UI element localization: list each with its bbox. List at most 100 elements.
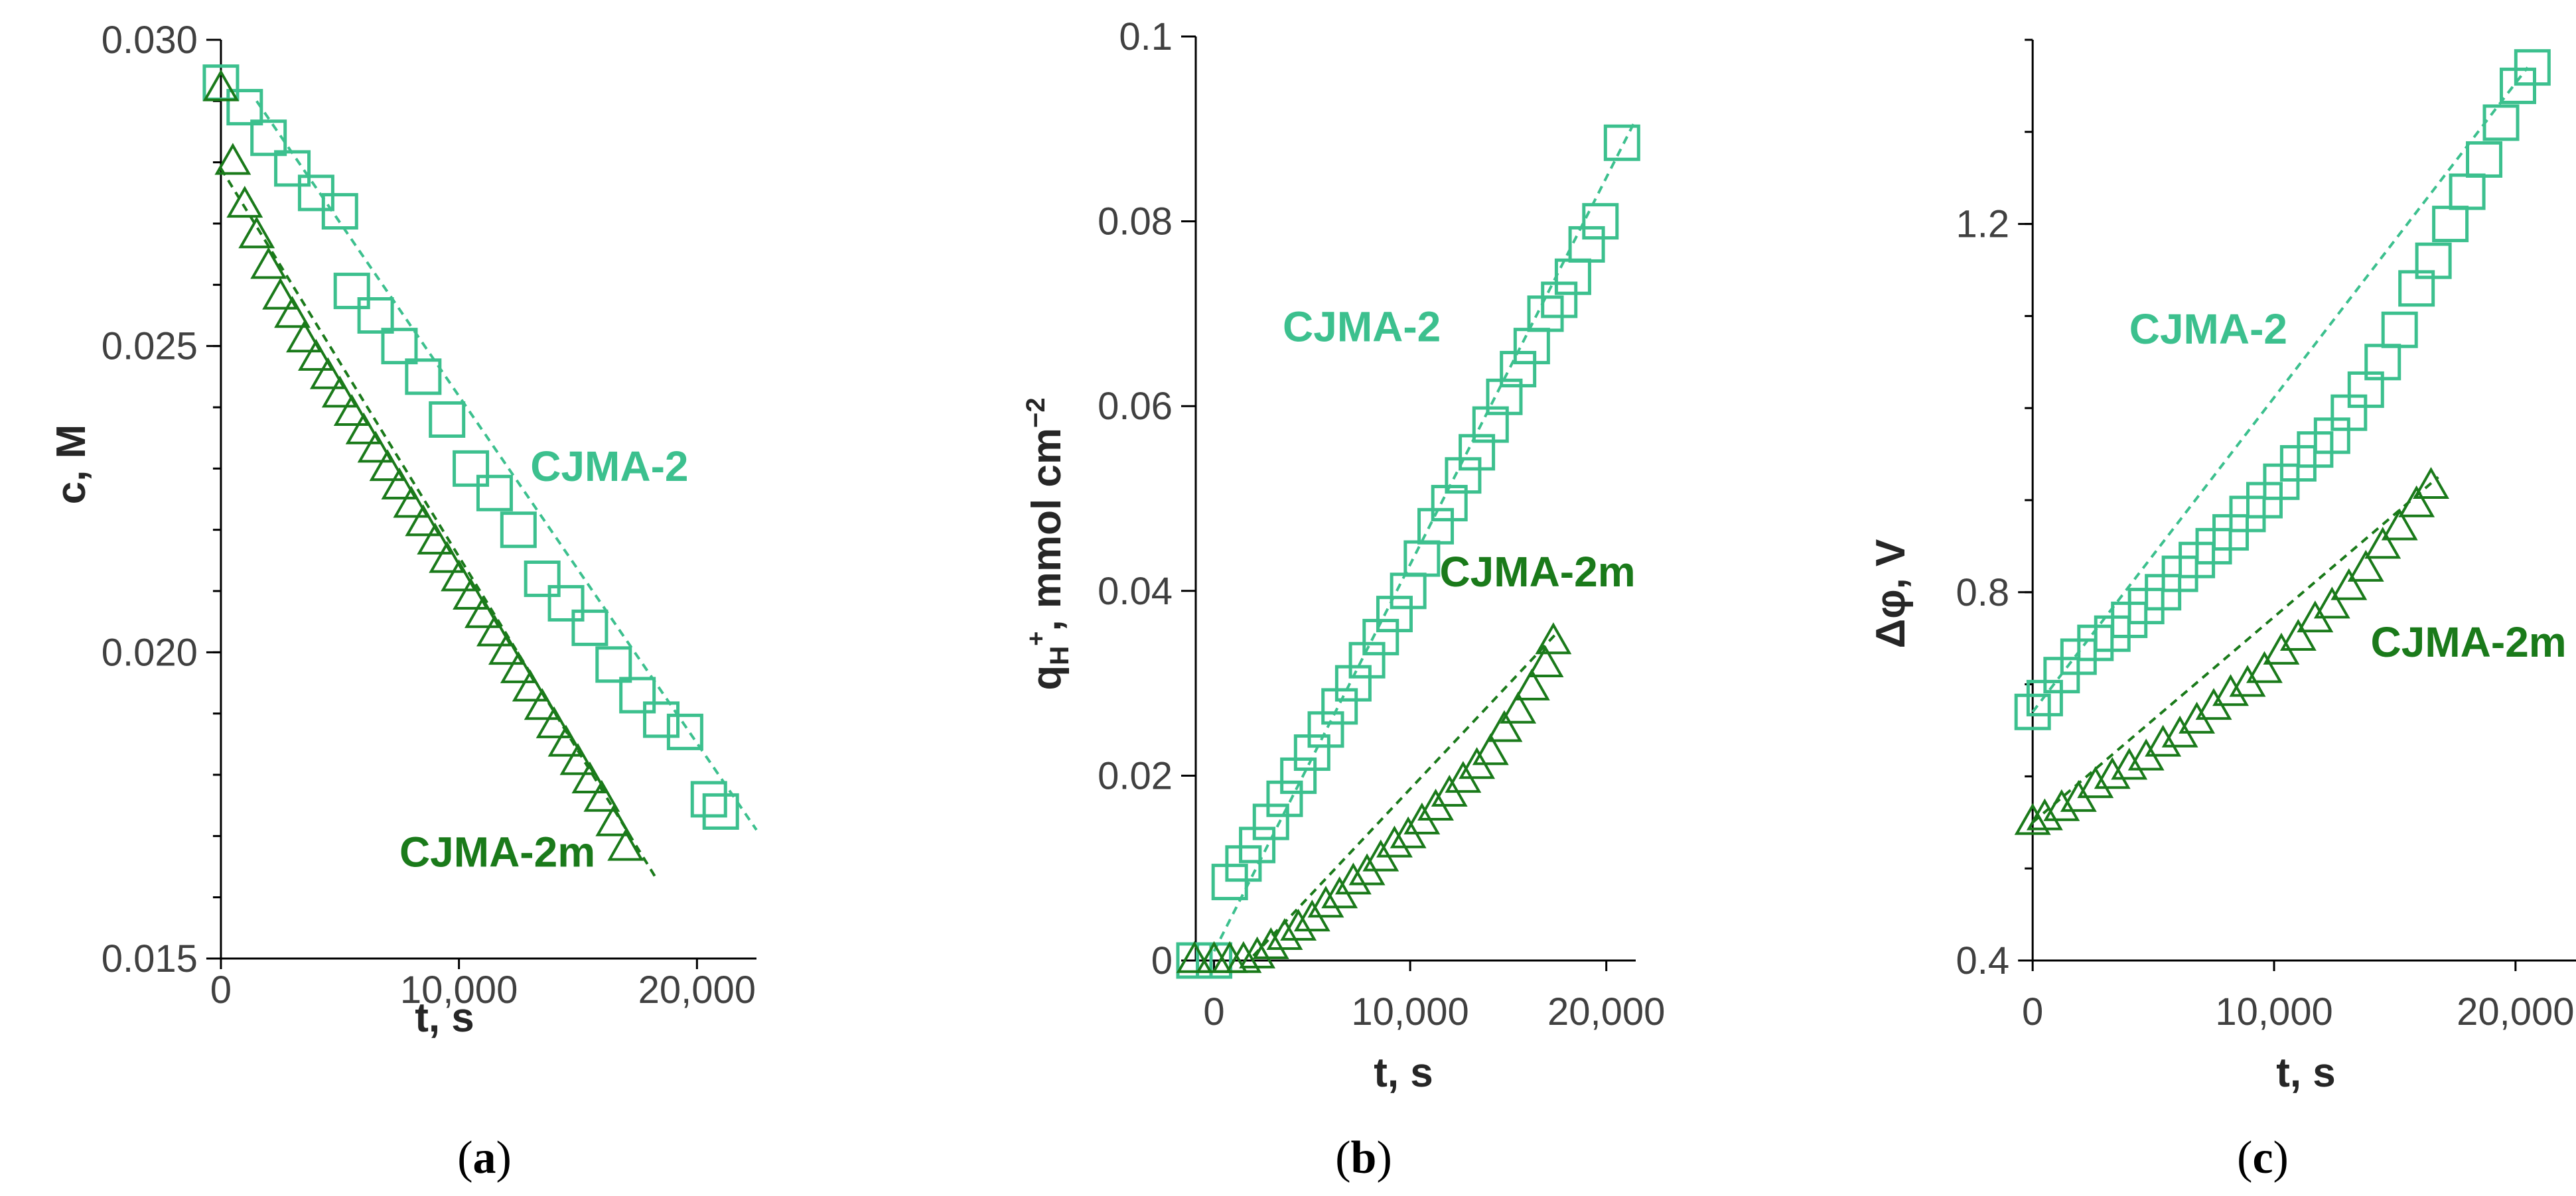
panel-a-point-cjma-2 bbox=[297, 174, 334, 212]
panel-b-point-cjma-2 bbox=[1445, 457, 1482, 494]
panel-c-point-cjma-2m bbox=[2026, 798, 2063, 831]
panel-a-point-cjma-2m bbox=[238, 216, 275, 249]
panel-a: 0.015 0.020 0.025 0.030 0 10,000 20,000 t, s c… bbox=[48, 19, 758, 1183]
panel-a-point-cjma-2m bbox=[595, 804, 632, 836]
panel-b-point-cjma-2 bbox=[1211, 864, 1248, 901]
panel-c-x-tick-label: 0 bbox=[2022, 990, 2043, 1033]
panel-c-point-cjma-2 bbox=[2466, 141, 2503, 178]
panel-a-data-points bbox=[202, 64, 739, 861]
panel-b-label-cjma-2: CJMA-2 bbox=[1283, 303, 1441, 351]
panel-c-point-cjma-2 bbox=[2499, 67, 2536, 104]
panel-a-point-cjma-2m bbox=[512, 669, 549, 702]
panel-b-point-cjma-2m bbox=[1176, 941, 1213, 973]
panel-a-tick-labels: 0.015 0.020 0.025 0.030 0 10,000 20,000 bbox=[102, 19, 756, 1012]
panel-b-point-cjma-2m bbox=[1535, 622, 1572, 655]
panel-b-x-tick-label: 10,000 bbox=[1351, 990, 1468, 1033]
panel-b-point-cjma-2 bbox=[1527, 295, 1564, 332]
panel-a-point-cjma-2m bbox=[441, 559, 478, 592]
panel-b-point-cjma-2 bbox=[1280, 757, 1317, 794]
panel-a-point-cjma-2m bbox=[393, 486, 430, 518]
panel-a-x-tick-label: 0 bbox=[210, 968, 232, 1012]
panel-b-y-tick-label: 0.02 bbox=[1098, 754, 1173, 797]
panel-c-point-cjma-2m bbox=[2313, 586, 2350, 619]
panel-a-point-cjma-2 bbox=[405, 358, 442, 395]
panel-c-fit-lines bbox=[2031, 66, 2529, 824]
panel-b-point-cjma-2 bbox=[1362, 618, 1399, 655]
panel-a-point-cjma-2 bbox=[321, 193, 358, 230]
panel-a-caption: (a) bbox=[457, 1132, 512, 1183]
panel-a-point-cjma-2m bbox=[465, 596, 501, 628]
panel-c-point-cjma-2m bbox=[2145, 724, 2182, 757]
panel-c-point-cjma-2m bbox=[2330, 568, 2368, 600]
panel-b-point-cjma-2 bbox=[1390, 572, 1427, 610]
panel-c-axes bbox=[2018, 38, 2576, 971]
panel-c-point-cjma-2m bbox=[2347, 549, 2384, 582]
panel-b-point-cjma-2 bbox=[1500, 350, 1537, 387]
panel-a-point-cjma-2m bbox=[405, 504, 442, 537]
panel-b-y-axis-title: qH+, mmol cm−2 bbox=[1021, 397, 1074, 690]
panel-a-fit-line-cjma-2m bbox=[220, 167, 658, 880]
panel-c-label-cjma-2m: CJMA-2m bbox=[2371, 618, 2567, 666]
panel-c-point-cjma-2m bbox=[2279, 618, 2317, 651]
panel-b-point-cjma-2 bbox=[1348, 641, 1386, 679]
panel-b-point-cjma-2m bbox=[1513, 668, 1550, 700]
panel-a-point-cjma-2m bbox=[345, 412, 382, 444]
panel-a-point-cjma-2m bbox=[381, 467, 418, 499]
panel-a-point-cjma-2m bbox=[488, 633, 525, 665]
panel-a-y-tick-label: 0.030 bbox=[102, 19, 198, 62]
panel-b-label-cjma-2m: CJMA-2m bbox=[1439, 548, 1635, 596]
panel-b-point-cjma-2m bbox=[1252, 927, 1289, 959]
panel-a-label-cjma-2: CJMA-2 bbox=[530, 442, 688, 490]
panel-b-point-cjma-2m bbox=[1225, 941, 1262, 973]
panel-b-tick-labels: 0 0.02 0.04 0.06 0.08 0.1 0 10,000 20,000 bbox=[1098, 15, 1665, 1033]
panel-b-point-cjma-2 bbox=[1252, 803, 1289, 840]
panel-a-y-tick-label: 0.025 bbox=[102, 325, 198, 368]
panel-b-y-tick-label: 0 bbox=[1151, 939, 1173, 982]
panel-b-y-tick-label: 0.1 bbox=[1119, 15, 1173, 58]
panel-a-point-cjma-2m bbox=[369, 449, 406, 482]
panel-c-fit-line-cjma-2m bbox=[2031, 476, 2439, 824]
panel-b-fit-line-cjma-2m bbox=[1252, 631, 1559, 957]
panel-b-x-axis-title: t, s bbox=[1374, 1050, 1433, 1096]
panel-b-point-cjma-2 bbox=[1321, 688, 1358, 725]
panel-c-tick-labels: 0.4 0.8 1.2 0 10,000 20,000 bbox=[1956, 203, 2575, 1033]
panel-b-point-cjma-2 bbox=[1225, 845, 1262, 882]
panel-a-point-cjma-2 bbox=[274, 150, 311, 187]
panel-a-point-cjma-2m bbox=[262, 277, 299, 310]
panel-c-point-cjma-2m bbox=[2413, 466, 2449, 499]
panel-b-point-cjma-2m bbox=[1376, 825, 1413, 858]
panel-a-label-cjma-2m: CJMA-2m bbox=[399, 829, 595, 876]
panel-c-y-tick-label: 1.2 bbox=[1956, 203, 2010, 246]
panel-a-point-cjma-2 bbox=[690, 781, 727, 818]
panel-b-point-cjma-2 bbox=[1334, 665, 1372, 702]
panel-a-point-cjma-2m bbox=[500, 651, 537, 683]
panel-c-point-cjma-2m bbox=[2014, 803, 2051, 835]
panel-b-point-cjma-2 bbox=[1472, 406, 1509, 443]
panel-a-point-cjma-2m bbox=[321, 375, 358, 408]
panel-a-point-cjma-2 bbox=[702, 793, 739, 830]
panel-b-point-cjma-2 bbox=[1513, 328, 1550, 365]
panel-a-point-cjma-2 bbox=[595, 646, 632, 683]
panel-b-point-cjma-2m bbox=[1527, 645, 1564, 678]
panel-b-point-cjma-2 bbox=[1403, 540, 1441, 577]
panel-c: 0.4 0.8 1.2 0 10,000 20,000 t, s Δφ, V CJMA-2… bbox=[1868, 38, 2576, 1183]
panel-a-y-axis-title: c, M bbox=[48, 425, 94, 505]
panel-a-x-tick-label: 20,000 bbox=[638, 968, 756, 1012]
panel-a-point-cjma-2m bbox=[333, 394, 370, 427]
panel-b-point-cjma-2 bbox=[1568, 226, 1605, 263]
panel-a-point-cjma-2m bbox=[476, 614, 513, 647]
panel-b-point-cjma-2 bbox=[1417, 507, 1455, 545]
panel-a-axes bbox=[206, 38, 756, 969]
panel-c-label-cjma-2: CJMA-2 bbox=[2129, 305, 2287, 353]
panel-c-x-tick-label: 20,000 bbox=[2457, 990, 2574, 1033]
panel-a-point-cjma-2 bbox=[500, 511, 537, 549]
panel-a-point-cjma-2 bbox=[619, 677, 656, 714]
panel-a-point-cjma-2m bbox=[250, 247, 287, 279]
panel-a-point-cjma-2 bbox=[643, 701, 680, 738]
panel-b-point-cjma-2 bbox=[1239, 827, 1276, 864]
panel-c-point-cjma-2m bbox=[2212, 674, 2249, 706]
panel-c-y-tick-label: 0.4 bbox=[1956, 939, 2010, 982]
panel-a-point-cjma-2m bbox=[583, 779, 620, 812]
panel-a-point-cjma-2m bbox=[309, 357, 346, 389]
